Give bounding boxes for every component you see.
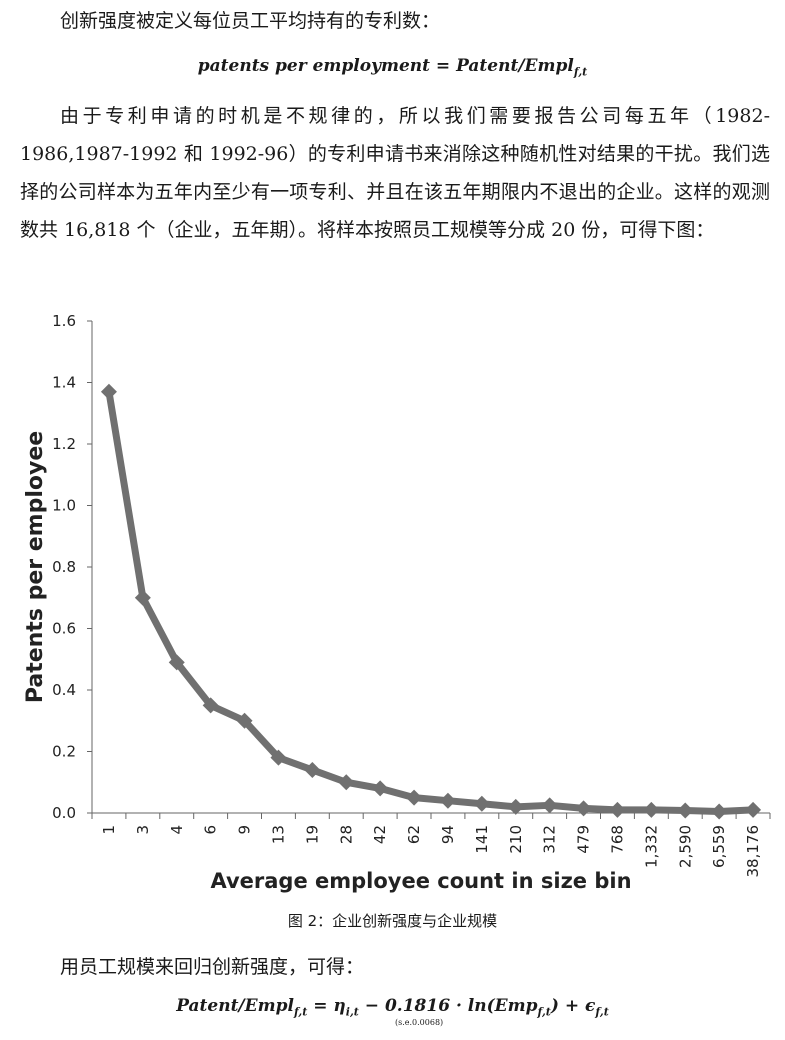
y-axis-title: Patents per employee [23,431,48,703]
y-tick-label: 0.4 [52,681,76,699]
y-tick-label: 1.4 [52,374,76,392]
x-tick-label: 210 [507,825,525,854]
formula2-se-note: (s.e.0.0068) [395,1018,444,1027]
chart-axes [87,320,771,819]
formula-right: Patent/Empl [456,56,574,76]
y-tick-label: 0.0 [52,804,76,822]
formula-subscript: f,t [573,65,588,79]
figure-caption: 图 2：企业创新强度与企业规模 [287,912,498,930]
paragraph-regression: 用员工规模来回归创新强度，可得： [60,956,365,978]
paragraph-intro: 创新强度被定义每位员工平均持有的专利数： [60,10,441,32]
formula2-sub-emp: f,t [537,1005,551,1019]
y-tick-label: 1.0 [52,497,76,515]
x-tick-label: 768 [608,825,626,854]
data-point-marker [202,697,219,714]
x-tick-label: 312 [541,825,559,854]
x-tick-label: 94 [439,825,457,844]
y-tick-label: 1.6 [52,312,76,330]
formula2-eta: = η [307,996,346,1016]
data-point-marker [677,802,694,819]
data-point-marker [372,780,389,797]
formula2-coef: − 0.1816 · ln(Emp [358,996,538,1016]
data-point-marker [711,803,728,820]
y-tick-labels: 0.0 0.2 0.4 0.6 0.8 1.0 1.2 1.4 1.6 [52,312,76,822]
x-tick-label: 38,176 [744,825,762,878]
paragraph-method: 由于专利申请的时机是不规律的，所以我们需要报告公司每五年（1982-1986,1… [20,105,770,241]
x-tick-label: 141 [473,825,491,854]
x-tick-label: 4 [168,825,186,835]
formula2-sub-eta: i,t [345,1005,359,1019]
data-point-marker [541,797,558,814]
x-tick-label: 2,590 [676,825,694,868]
data-point-marker [134,589,151,606]
data-point-marker [473,795,490,812]
x-tick-labels: 1 3 4 6 9 13 19 28 42 62 94 141 210 312 479 768 1,332 2,5… [100,825,762,878]
x-axis-title: Average employee count in size bin [210,869,631,893]
data-point-marker [575,800,592,817]
series-line [105,391,754,815]
data-point-marker [338,774,355,791]
formula2-lhs: Patent/Empl [176,996,294,1016]
x-tick-label: 62 [405,825,423,844]
data-point-marker [439,792,456,809]
y-tick-label: 0.8 [52,558,76,576]
data-point-marker [100,383,117,400]
x-tick-label: 479 [575,825,593,854]
data-point-marker [236,712,253,729]
data-point-marker [270,749,287,766]
x-tick-label: 42 [371,825,389,844]
data-point-marker [745,801,762,818]
x-tick-label: 28 [337,825,355,844]
x-tick-label: 1 [100,825,118,835]
x-tick-label: 19 [303,825,321,844]
y-tick-label: 0.2 [52,743,76,761]
formula-patents-per-employment: patents per employment = Patent/Emplf,t [0,56,785,78]
data-point-marker [168,654,185,671]
data-point-marker [643,801,660,818]
x-tick-label: 9 [236,825,254,835]
series-path [105,391,754,815]
formula2-sub-lhs: f,t [293,1005,308,1019]
formula-equals: = [430,56,457,76]
data-point-marker [609,801,626,818]
formula2-error: ) + ϵ [550,996,596,1016]
patents-line-chart: 0.00.20.40.60.81.01.21.41.6 1 3 4 6 9 13 19 28 4… [23,312,771,893]
x-tick-label: 6,559 [710,825,728,868]
x-tick-label: 6 [202,825,220,835]
formula-left: patents per employment [197,56,430,76]
x-tick-label: 13 [269,825,287,844]
data-point-marker [507,798,524,815]
y-tick-label: 0.6 [52,620,76,638]
y-tick-label: 1.2 [52,435,76,453]
data-point-marker [304,761,321,778]
x-tick-label: 1,332 [642,825,660,868]
series-markers [100,383,762,820]
x-tick-label: 3 [134,825,152,835]
data-point-marker [406,789,423,806]
formula2-sub-error: f,t [595,1005,609,1019]
formula-regression: Patent/Emplf,t = ηi,t − 0.1816 · ln(Empf… [0,996,785,1027]
